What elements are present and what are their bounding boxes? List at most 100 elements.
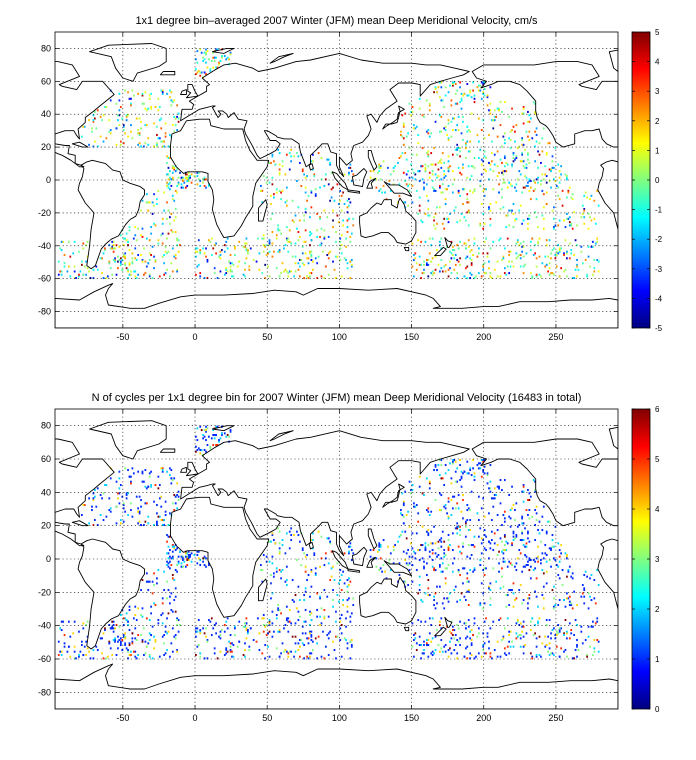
bin-cell	[490, 119, 493, 122]
bin-cell	[475, 655, 477, 658]
bin-cell	[407, 549, 409, 552]
bin-cell	[473, 189, 476, 192]
bin-cell	[534, 567, 537, 570]
bin-cell	[460, 107, 463, 110]
bin-cell	[518, 170, 521, 173]
bin-cell	[557, 186, 560, 189]
bin-cell	[109, 507, 112, 510]
bin-cell	[160, 89, 163, 92]
bin-cell	[597, 650, 600, 653]
bin-cell	[122, 254, 125, 257]
bin-cell	[101, 652, 103, 655]
bin-cell	[489, 209, 492, 212]
bin-cell	[460, 132, 463, 135]
bin-cell	[466, 193, 469, 196]
bin-cell	[166, 470, 168, 473]
bin-cell	[307, 574, 310, 577]
bin-cell	[117, 647, 119, 650]
bin-cell	[469, 529, 472, 532]
bin-cell	[456, 532, 459, 535]
bin-cell	[518, 589, 521, 592]
bin-cell	[316, 657, 319, 660]
bin-cell	[427, 129, 430, 132]
bin-cell	[189, 554, 191, 557]
bin-cell	[413, 254, 415, 257]
bin-cell	[538, 153, 541, 156]
bin-cell	[200, 51, 203, 54]
bin-cell	[446, 567, 448, 570]
bin-cell	[434, 552, 437, 555]
bin-cell	[407, 170, 409, 173]
bin-cell	[444, 472, 447, 475]
bin-cell	[557, 244, 560, 247]
bin-cell	[285, 584, 288, 587]
bin-cell	[202, 434, 204, 437]
bin-cell	[427, 507, 430, 510]
coastline	[55, 283, 618, 328]
bin-cell	[197, 644, 200, 647]
bin-cell	[503, 247, 506, 250]
bin-cell	[186, 178, 189, 181]
bin-cell	[345, 617, 347, 620]
bin-cell	[447, 155, 450, 158]
bin-cell	[550, 652, 552, 655]
bin-cell	[482, 539, 485, 542]
bin-cell	[503, 267, 506, 270]
bin-cell	[482, 160, 485, 163]
bin-cell	[330, 550, 333, 553]
bin-cell	[174, 569, 177, 572]
bin-cell	[63, 642, 66, 645]
bin-cell	[440, 247, 443, 250]
bin-cell	[216, 444, 219, 447]
bin-cell	[245, 257, 248, 260]
bin-cell	[171, 198, 174, 201]
bin-cell	[268, 560, 271, 563]
bin-cell	[438, 240, 441, 243]
map-panel-1: 1x1 degree bin–averaged 2007 Winter (JFM…	[38, 15, 663, 342]
bin-cell	[477, 467, 480, 470]
bin-cell	[434, 542, 437, 545]
bin-cell	[502, 135, 505, 138]
bin-cell	[423, 181, 425, 184]
bin-cell	[434, 649, 437, 652]
bin-cell	[229, 642, 232, 645]
bin-cell	[551, 545, 554, 548]
bin-cell	[151, 212, 154, 215]
bin-cell	[426, 639, 428, 642]
bin-cell	[177, 499, 180, 502]
bin-cell	[482, 592, 485, 595]
bin-cell	[482, 470, 485, 473]
bin-cell	[258, 252, 261, 255]
bin-cell	[441, 530, 444, 533]
bin-cell	[310, 585, 313, 588]
x-tick-label: 50	[262, 713, 272, 723]
bin-cell	[148, 252, 151, 255]
bin-cell	[466, 460, 469, 463]
bin-cell	[320, 242, 323, 245]
bin-cell	[333, 579, 336, 582]
bin-cell	[297, 642, 300, 645]
bin-cell	[140, 145, 142, 148]
bin-cell	[568, 637, 571, 640]
bin-cell	[577, 649, 580, 652]
bin-cell	[518, 634, 521, 637]
bin-cell	[304, 176, 307, 179]
bin-cell	[397, 161, 399, 164]
bin-cell	[323, 237, 326, 240]
bin-cell	[378, 165, 381, 168]
bin-cell	[63, 634, 66, 637]
bin-cell	[104, 484, 106, 487]
bin-cell	[447, 515, 450, 518]
bin-cell	[472, 81, 474, 84]
bin-cell	[463, 567, 466, 570]
bin-cell	[550, 168, 552, 171]
bin-cell	[223, 55, 226, 58]
bin-cell	[401, 492, 404, 495]
bin-cell	[141, 258, 144, 261]
bin-cell	[379, 545, 382, 548]
bin-cell	[314, 194, 317, 197]
bin-cell	[511, 165, 513, 168]
bin-cell	[469, 569, 472, 572]
bin-cell	[138, 142, 141, 145]
bin-cell	[128, 262, 131, 265]
